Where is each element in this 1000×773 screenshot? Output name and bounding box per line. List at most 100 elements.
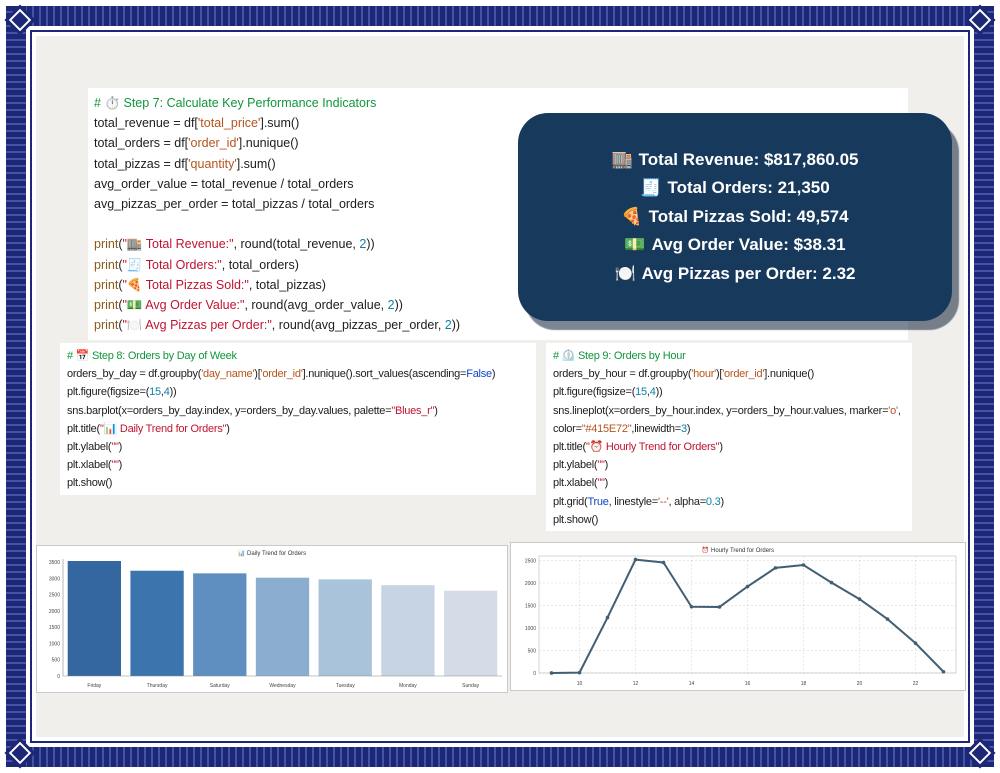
- bar: [67, 561, 122, 676]
- x-tick-label: 16: [745, 681, 751, 687]
- kpi-summary-card: 🏬 Total Revenue: $817,860.05 🧾 Total Order…: [518, 113, 952, 321]
- code-line: plt.figure(figsize=(15,4)): [553, 386, 663, 399]
- data-point-marker: [801, 563, 806, 567]
- kpi-total-orders: 🧾 Total Orders: 21,350: [640, 174, 829, 203]
- border-band-bottom: [6, 747, 994, 767]
- bar: [381, 585, 435, 676]
- data-point-marker: [913, 641, 918, 645]
- code-line: plt.xlabel(""): [553, 477, 609, 490]
- plate-cutlery-icon: 🍽️: [614, 263, 636, 283]
- code-line: print("🏬 Total Revenue:", round(total_re…: [94, 237, 375, 252]
- kpi-total-pizzas-text: Total Pizzas Sold: 49,574: [648, 206, 849, 226]
- line-chart-svg: ⏰ Hourly Trend for Orders 0 500 1000 1500 200…: [525, 546, 957, 687]
- code-line: print("🍕 Total Pizzas Sold:", total_pizz…: [94, 277, 326, 292]
- y-tick-label: 1500: [525, 603, 536, 609]
- data-point-marker: [773, 566, 778, 570]
- y-tick-label: 0: [57, 674, 60, 680]
- bar: [255, 577, 310, 676]
- kpi-avg-pizzas-per-order-text: Avg Pizzas per Order: 2.32: [641, 263, 856, 283]
- border-band-right: [974, 6, 994, 767]
- slide-content-area: # ⏱️ Step 7: Calculate Key Performance I…: [36, 36, 966, 737]
- y-tick-label: 3500: [49, 560, 60, 566]
- code-line: plt.show(): [553, 513, 599, 526]
- x-tick-label: Wednesday: [269, 683, 296, 689]
- chart-title: ⏰ Hourly Trend for Orders: [702, 546, 774, 554]
- y-tick-label: 1000: [49, 641, 60, 647]
- x-tick-label: Friday: [87, 683, 101, 689]
- x-tick-label: 20: [857, 681, 863, 687]
- code-line: color="#415E72",linewidth=3): [553, 422, 691, 435]
- y-tick-label: 1000: [525, 626, 536, 632]
- x-tick-label: 14: [689, 681, 695, 687]
- y-tick-label: 500: [528, 648, 537, 654]
- pizza-icon: 🍕: [621, 206, 643, 226]
- code-line: # 📅 Step 8: Orders by Day of Week: [67, 350, 237, 362]
- hourly-trend-line-chart: ⏰ Hourly Trend for Orders 0 500 1000 1500 200…: [510, 542, 966, 691]
- data-point-marker: [857, 597, 862, 601]
- receipt-icon: 🧾: [640, 178, 662, 198]
- border-band-top: [6, 6, 994, 26]
- x-tick-label: 10: [577, 681, 583, 687]
- code-line: # ⏲️ Step 9: Orders by Hour: [553, 350, 686, 362]
- plot-frame: [538, 555, 957, 674]
- code-line: print("🍽️ Avg Pizzas per Order:", round(…: [94, 318, 461, 333]
- code-block-step8-orders-by-day: # 📅 Step 8: Orders by Day of Week orders_…: [60, 343, 536, 495]
- code-line: print("💵 Avg Order Value:", round(avg_or…: [94, 298, 403, 313]
- data-point-marker: [829, 580, 834, 585]
- chart-title: 📊 Daily Trend for Orders: [238, 549, 306, 557]
- code-line: avg_order_value = total_revenue / total_…: [94, 176, 354, 191]
- x-tick-label: 22: [913, 681, 919, 687]
- kpi-avg-order-value: 💵 Avg Order Value: $38.31: [624, 231, 845, 260]
- data-point-marker: [549, 671, 554, 675]
- border-inner-line: [30, 30, 970, 743]
- bar: [443, 590, 498, 676]
- kpi-total-revenue: 🏬 Total Revenue: $817,860.05: [611, 146, 858, 175]
- data-point-marker: [941, 669, 946, 674]
- y-tick-label: 0: [533, 671, 536, 677]
- code-line: plt.grid(True, linestyle='--', alpha=0.3…: [553, 495, 724, 508]
- bar: [318, 579, 372, 676]
- data-point-marker: [661, 560, 666, 565]
- code-line: total_revenue = df['total_price'].sum(): [94, 116, 300, 131]
- y-tick-label: 1500: [49, 625, 60, 631]
- data-point-marker: [745, 584, 750, 589]
- x-tick-label: Saturday: [210, 683, 231, 689]
- border-band-left: [6, 6, 26, 767]
- code-line: plt.xlabel(""): [67, 459, 123, 472]
- y-tick-label: 3000: [49, 576, 60, 582]
- code-line: plt.ylabel(""): [553, 459, 609, 472]
- code-line: print("🧾 Total Orders:", total_orders): [94, 257, 299, 272]
- y-tick-label: 500: [52, 658, 61, 664]
- x-tick-label: Sunday: [462, 683, 479, 689]
- y-tick-label: 2500: [49, 593, 60, 599]
- y-tick-label: 2000: [525, 581, 536, 587]
- data-point-marker: [633, 557, 638, 562]
- data-point-marker: [717, 605, 722, 609]
- kpi-total-pizzas: 🍕 Total Pizzas Sold: 49,574: [621, 203, 848, 232]
- bar: [193, 573, 247, 676]
- code-line: plt.figure(figsize=(15,4)): [67, 386, 177, 399]
- code-line: total_pizzas = df['quantity'].sum(): [94, 156, 276, 171]
- code-line: avg_pizzas_per_order = total_pizzas / to…: [94, 197, 375, 212]
- x-tick-label: 12: [633, 681, 639, 687]
- kpi-total-revenue-text: Total Revenue: $817,860.05: [638, 149, 859, 169]
- data-point-marker: [885, 617, 890, 621]
- bar: [130, 570, 184, 676]
- code-line: orders_by_hour = df.groupby('hour')['ord…: [553, 368, 815, 381]
- data-point-marker: [605, 615, 610, 620]
- x-tick-label: Monday: [399, 683, 417, 689]
- x-tick-label: Thursday: [147, 683, 168, 689]
- x-tick-label: 18: [801, 681, 807, 687]
- data-point-marker: [577, 670, 582, 675]
- kpi-total-orders-text: Total Orders: 21,350: [667, 178, 830, 198]
- y-tick-label: 2000: [49, 609, 60, 615]
- code-line: orders_by_day = df.groupby('day_name')['…: [67, 368, 496, 381]
- store-icon: 🏬: [611, 149, 633, 169]
- code-line: plt.title("⏰ Hourly Trend for Orders"): [553, 441, 723, 454]
- bar-chart-svg: 📊 Daily Trend for Orders 0 500 1000 1500 2000…: [49, 549, 502, 689]
- code-line: sns.barplot(x=orders_by_day.index, y=ord…: [67, 404, 438, 417]
- code-line: sns.lineplot(x=orders_by_hour.index, y=o…: [553, 404, 901, 417]
- dollar-banknote-icon: 💵: [624, 235, 646, 255]
- kpi-avg-pizzas-per-order: 🍽️ Avg Pizzas per Order: 2.32: [614, 260, 855, 289]
- code-line: # ⏱️ Step 7: Calculate Key Performance I…: [94, 96, 377, 110]
